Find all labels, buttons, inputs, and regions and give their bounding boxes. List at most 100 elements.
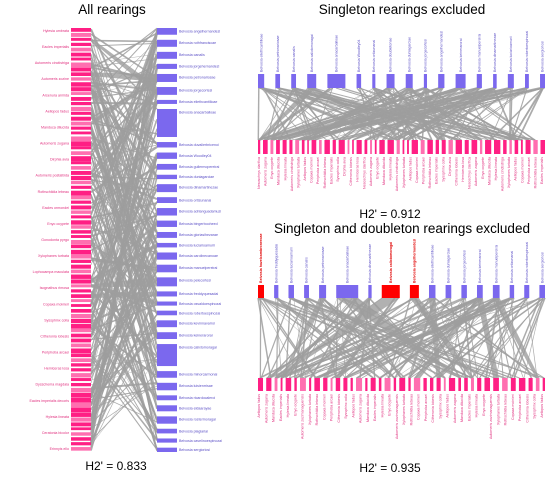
host-node: [330, 378, 333, 391]
interaction-link: [400, 297, 541, 379]
interaction-link: [90, 39, 158, 43]
host-node: [71, 235, 91, 238]
parasitoid-node: [157, 39, 177, 47]
parasitoid-label: Belvosia petronariosae: [179, 75, 216, 79]
host-node: [71, 407, 91, 413]
interaction-link: [90, 292, 158, 444]
parasitoid-label: Belvosia canalis: [179, 53, 205, 57]
parasitoid-node: [455, 74, 466, 88]
parasitoid-node: [157, 184, 177, 193]
host-node: [71, 333, 91, 338]
host-node: [71, 318, 91, 324]
interaction-link: [289, 297, 495, 379]
host-label: Enyo ocypete: [293, 394, 297, 416]
parasitoid-node-highlight: [381, 285, 400, 298]
host-node: [71, 67, 91, 72]
host-label: Copaxa moinieri: [322, 394, 326, 420]
host-node: [71, 397, 91, 403]
parasitoid-node: [157, 63, 177, 69]
host-node: [535, 378, 540, 391]
host-label: Automeris zozimanaguensis: [301, 394, 305, 439]
host-label: Syssphinx colla: [438, 394, 442, 419]
parasitoid-label: Belvosia Woodley04: [179, 154, 212, 158]
parasitoid-node: [372, 74, 376, 88]
host-label: Automeris zugana: [264, 394, 268, 423]
host-node: [258, 140, 261, 154]
host-label: Copaxa moinieri: [417, 394, 421, 420]
interaction-band: [91, 72, 157, 82]
parasitoid-node-highlight: [258, 285, 264, 298]
parasitoid-label: Belvosia angelhernandezi: [179, 29, 220, 33]
host-node: [71, 259, 91, 263]
parasitoid-node: [288, 285, 294, 298]
host-node: [525, 140, 531, 154]
host-node: [485, 140, 492, 154]
host-label: Erinnyis ello: [50, 447, 69, 451]
interaction-link: [277, 87, 341, 141]
host-node: [408, 378, 411, 391]
host-node: [542, 378, 545, 391]
interaction-link: [257, 87, 260, 141]
parasitoid-label: Belvosia plagiariai: [179, 429, 208, 433]
host-node: [441, 140, 446, 154]
host-node: [309, 378, 312, 391]
host-node: [282, 140, 287, 154]
host-node: [71, 244, 91, 249]
interaction-link: [90, 87, 158, 409]
parasitoid-label: Belvosia pelecortesi: [179, 279, 211, 283]
host-node: [71, 299, 91, 303]
interaction-link: [260, 297, 292, 379]
host-node: [71, 348, 91, 354]
host-column-all: Hylesia umbrata Eacles imperialis Automeri…: [29, 28, 91, 451]
host-node: [311, 140, 317, 154]
links-all: [90, 27, 158, 452]
parasitoid-node: [157, 220, 177, 227]
host-label: Hylesia umbrata: [43, 29, 69, 33]
parasitoid-node: [157, 438, 177, 443]
host-label: Aellopos fadus: [303, 157, 307, 181]
host-node: [71, 382, 91, 387]
interaction-link: [284, 87, 497, 141]
host-label: Automeris zugana: [40, 142, 69, 146]
parasitoid-label: Belvosia adrianguadamuzi: [179, 209, 221, 213]
host-node: [71, 220, 91, 225]
parasitoid-node: [157, 277, 177, 287]
interaction-link: [261, 297, 353, 379]
interaction-band: [323, 298, 372, 378]
host-node: [276, 140, 280, 154]
host-label: Automeris cinctistriga: [501, 157, 505, 191]
host-node: [280, 378, 283, 391]
host-node: [464, 378, 468, 391]
host-node: [71, 338, 91, 343]
host-label: Enyo ocypete: [482, 394, 486, 416]
parasitoid-node: [493, 74, 497, 88]
interaction-link: [90, 113, 158, 356]
parasitoid-label: Belvosia robertoespinozai: [179, 311, 220, 315]
parasitoid-label: Belvosia duniagarciae: [179, 175, 214, 179]
host-label: Manduca dilucida: [366, 394, 370, 422]
host-node: [71, 200, 91, 204]
parasitoid-node-highlight: [409, 285, 419, 298]
interaction-band: [91, 318, 157, 401]
interaction-band: [258, 88, 400, 140]
host-label: Periphoba arcaei: [527, 157, 531, 184]
host-node: [413, 378, 421, 391]
parasitoid-label: Belvosia jorgecortesi: [462, 250, 466, 283]
parasitoid-label: Belvosia jorgehernandezi: [179, 65, 220, 69]
host-label: Nesoschrys clarifica: [362, 157, 366, 189]
interaction-band: [409, 298, 474, 378]
parasitoid-node: [476, 285, 483, 298]
parasitoid-node: [539, 285, 545, 298]
parasitoid-node: [274, 285, 279, 298]
parasitoid-label: Belvosia cavelinoespinozai: [179, 439, 222, 443]
host-label: Hemiceras losa: [44, 367, 69, 371]
host-label: Enyo ocypete: [481, 157, 485, 179]
host-node: [71, 392, 91, 398]
host-node: [71, 72, 91, 76]
host-node: [263, 140, 268, 154]
host-node: [301, 140, 305, 154]
interaction-link: [523, 297, 543, 379]
host-node: [435, 140, 439, 154]
host-node: [71, 146, 91, 150]
host-node: [470, 378, 474, 391]
